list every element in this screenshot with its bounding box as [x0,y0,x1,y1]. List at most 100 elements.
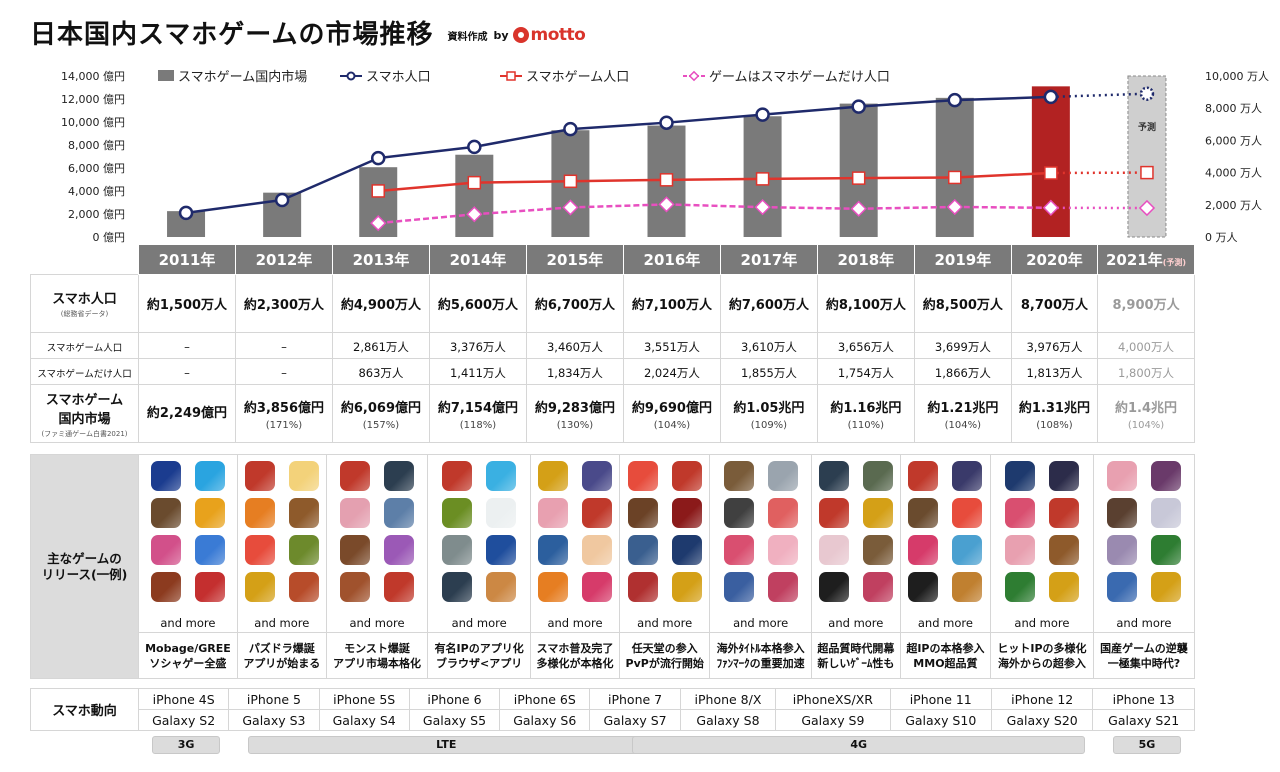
game-app-icon [862,498,893,528]
and-more-label: and more [547,616,603,630]
and-more-label: and more [451,616,507,630]
year-header: 2011年 [138,244,236,275]
game-icon-grid [531,457,619,602]
game-app-icon [723,461,754,491]
year-header: 2016年 [622,244,721,275]
table-cell: – [138,332,236,359]
game-desc-cell: ヒットIPの多様化 海外からの超参入 [990,632,1094,679]
game-app-icon [627,461,658,491]
cell-value: 3,460万人 [546,340,603,354]
and-more-label: and more [1116,616,1172,630]
network-band: 5G [1112,736,1181,754]
game-app-icon [486,572,517,602]
table-cell: 約6,069億円 (157%) [331,384,430,443]
series-point [755,107,770,122]
year-header: 2012年 [234,244,333,275]
market-note: (ファミ通ゲーム白書2021) [41,429,128,438]
game-app-icon [442,572,473,602]
game-app-icon [908,572,939,602]
game-app-icon [150,535,181,565]
table-cell: 3,976万人 [1010,332,1099,359]
table-cell: 約1.21兆円 (104%) [913,384,1012,443]
left-tick-label: 12,000 億円 [61,93,125,106]
game-app-icon [1106,535,1137,565]
game-app-icon [1150,535,1181,565]
cell-value: 約8,100万人 [825,298,906,313]
trend-line-2: 一極集中時代? [1107,656,1181,670]
iphone-row: スマホ動向 iPhone 4S iPhone 5 iPhone 5S iPhone 6… [30,688,1195,731]
series-point [1044,166,1058,180]
year-label: 2013年 [352,251,410,269]
smartphone-pop-note: (総務省データ) [60,310,109,318]
game-app-icon [442,535,473,565]
game-app-icon [627,498,658,528]
market-chart: 0 億円 2,000 億円 4,000 億円 6,000 億円 8,000 億円 10,0… [61,69,1269,244]
table-cell: 約1.4兆円 (104%) [1097,384,1195,443]
credit-text: 資料作成 [447,31,488,43]
cell-value: 863万人 [358,366,404,380]
game-icon-grid [991,457,1093,602]
series-point [947,92,963,108]
trend-line-2: ソシャゲー全盛 [149,656,227,670]
right-tick-label: 4,000 万人 [1205,167,1262,180]
growth-rate: (108%) [1036,419,1073,431]
series-point [1140,165,1154,180]
year-header: 2019年 [913,244,1012,275]
trend-line-2: アプリ市場本格化 [333,656,422,670]
game-only-pop-row: スマホゲームだけ人口 – – 863万人 1,411万人 1,834万人 2,024万人 1… [30,358,1195,385]
game-app-icon [723,572,754,602]
game-app-icon [442,461,473,491]
market-label-1: スマホゲーム [45,392,124,408]
series-point [466,206,483,223]
and-more-label: and more [637,616,693,630]
trend-line-2: ブラウザ<アプリ [436,656,523,670]
game-desc-cell: パズドラ爆誕 アプリが始まる [236,632,327,679]
cell-value: 3,551万人 [643,340,700,354]
year-header: 2013年 [331,244,430,275]
game-app-icon [862,461,893,491]
cell-value: 約1.16兆円 [830,400,902,416]
cell-value: 約8,500万人 [922,298,1003,313]
series-point [467,139,482,155]
game-desc-cell: Mobage/GREE ソシャゲー全盛 [138,632,238,679]
trend-line-2: MMO超品質 [913,656,978,670]
left-tick-label: 2,000 億円 [68,208,125,221]
cell-value: 約7,154億円 [437,400,518,416]
year-label: 2016年 [643,251,701,269]
cell-value: – [184,366,190,380]
game-app-icon [671,461,702,491]
table-cell: 2,024万人 [622,358,721,385]
game-icons-cell: and more [325,454,429,633]
game-app-icon [538,498,569,528]
left-tick-label: 4,000 億円 [68,185,125,198]
game-app-icon [244,572,275,602]
game-app-icon [1048,535,1079,565]
growth-rate: (157%) [362,419,400,431]
trend-line-2: PvPが流行開始 [625,656,704,670]
series-point [851,171,866,185]
table-cell: 約7,600万人 [719,274,818,333]
series-point [562,199,579,216]
brand-logo: motto [512,25,586,45]
series-point [1042,199,1059,216]
series-line-segment [378,145,475,160]
right-tick-label: 2,000 万人 [1205,199,1262,212]
galaxy-model: Galaxy S9 [775,709,891,731]
cell-value: 2,861万人 [353,340,409,354]
legend-marker [346,71,356,81]
cell-value: 約7,600万人 [728,298,809,313]
game-app-icon [818,572,849,602]
cell-value: 3,656万人 [837,340,894,354]
series-line-segment [666,113,763,124]
cell-value: 1,813万人 [1026,366,1083,380]
cell-value: 4,000万人 [1118,340,1174,354]
logo-mark-icon [512,27,529,43]
game-app-icon [538,461,569,491]
year-label: 2014年 [449,251,507,269]
cell-value: 約6,700万人 [534,298,615,313]
game-icon-grid [710,457,810,602]
growth-rate: (104%) [653,419,691,431]
cell-value: 3,376万人 [449,340,506,354]
games-label-1: 主なゲームの [47,550,122,566]
galaxy-model: Galaxy S20 [990,709,1094,731]
